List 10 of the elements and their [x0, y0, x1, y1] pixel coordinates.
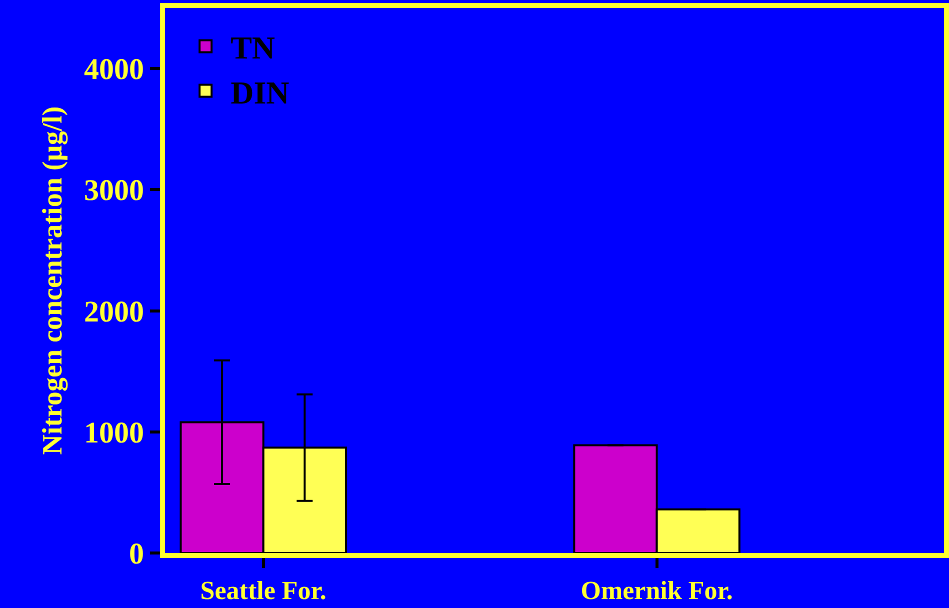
y-tick-label: 2000: [84, 295, 144, 328]
legend-label: TN: [230, 30, 276, 66]
x-tick-label: Seattle For.: [200, 576, 326, 606]
y-tick-label: 1000: [84, 416, 144, 450]
y-tick-label: 3000: [84, 174, 144, 208]
y-tick-label: 4000: [84, 53, 144, 86]
y-axis-title: Nitrogen concentration (µg/l): [38, 106, 69, 455]
x-tick-label: Omernik For.: [580, 576, 733, 606]
legend-label: DIN: [230, 74, 290, 110]
y-tick-label: 0: [129, 538, 144, 570]
